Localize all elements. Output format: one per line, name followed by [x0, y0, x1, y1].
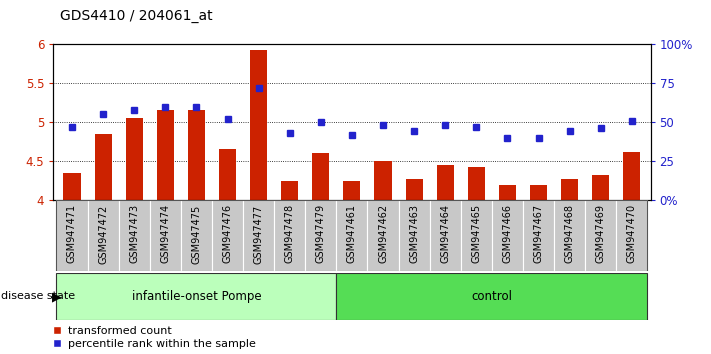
Text: GSM947472: GSM947472 — [98, 204, 108, 263]
Text: GSM947462: GSM947462 — [378, 204, 388, 263]
Bar — [63, 173, 80, 200]
Bar — [212, 200, 243, 271]
Bar — [243, 200, 274, 271]
Bar — [468, 166, 485, 200]
Text: GSM947461: GSM947461 — [347, 204, 357, 263]
Text: GSM947463: GSM947463 — [409, 204, 419, 263]
Text: GSM947470: GSM947470 — [627, 204, 637, 263]
Text: control: control — [471, 290, 513, 303]
Bar — [312, 153, 329, 200]
Text: ▶: ▶ — [52, 290, 62, 303]
Bar — [492, 200, 523, 271]
Text: GSM947467: GSM947467 — [533, 204, 544, 263]
Bar — [405, 179, 423, 200]
Text: GSM947475: GSM947475 — [191, 204, 201, 263]
Bar — [95, 134, 112, 200]
Bar — [523, 200, 554, 271]
Text: GSM947474: GSM947474 — [160, 204, 171, 263]
Text: infantile-onset Pompe: infantile-onset Pompe — [132, 290, 261, 303]
Bar — [188, 110, 205, 200]
Bar — [336, 200, 368, 271]
Bar — [87, 200, 119, 271]
Bar — [150, 200, 181, 271]
Bar — [437, 165, 454, 200]
Text: GSM947468: GSM947468 — [565, 204, 574, 263]
Text: GSM947477: GSM947477 — [254, 204, 264, 263]
Bar — [585, 200, 616, 271]
Bar — [250, 50, 267, 200]
Bar — [281, 181, 299, 200]
Text: GSM947466: GSM947466 — [503, 204, 513, 263]
Bar — [219, 149, 236, 200]
Text: GDS4410 / 204061_at: GDS4410 / 204061_at — [60, 9, 213, 23]
Bar — [274, 200, 305, 271]
Bar — [530, 185, 547, 200]
Bar — [368, 200, 399, 271]
Bar — [181, 200, 212, 271]
Text: disease state: disease state — [1, 291, 75, 302]
Bar — [561, 179, 578, 200]
Text: GSM947476: GSM947476 — [223, 204, 232, 263]
Bar — [429, 200, 461, 271]
Text: GSM947478: GSM947478 — [284, 204, 295, 263]
Text: GSM947464: GSM947464 — [440, 204, 450, 263]
Bar — [156, 110, 174, 200]
Bar — [119, 200, 150, 271]
Bar — [399, 200, 429, 271]
Bar — [305, 200, 336, 271]
Bar — [56, 200, 87, 271]
Text: GSM947471: GSM947471 — [67, 204, 77, 263]
Text: GSM947465: GSM947465 — [471, 204, 481, 263]
Bar — [375, 161, 392, 200]
Bar — [554, 200, 585, 271]
Bar — [336, 273, 648, 320]
Text: GSM947469: GSM947469 — [596, 204, 606, 263]
Bar — [499, 185, 516, 200]
Bar — [592, 175, 609, 200]
Bar — [616, 200, 648, 271]
Bar — [126, 118, 143, 200]
Text: GSM947479: GSM947479 — [316, 204, 326, 263]
Bar — [343, 181, 360, 200]
Legend: transformed count, percentile rank within the sample: transformed count, percentile rank withi… — [52, 326, 256, 349]
Text: GSM947473: GSM947473 — [129, 204, 139, 263]
Bar — [624, 152, 641, 200]
Bar — [461, 200, 492, 271]
Bar — [56, 273, 336, 320]
